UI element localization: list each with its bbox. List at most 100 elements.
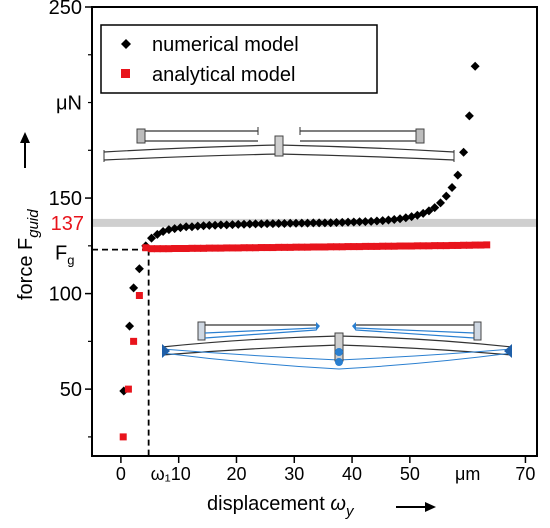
numerical-point-48: [395, 214, 405, 224]
analytical-point-43: [367, 242, 375, 250]
y-axis-arrow-head: [20, 132, 30, 143]
numerical-point-28: [279, 218, 289, 228]
analytical-point-32: [304, 243, 312, 251]
analytical-point-41: [356, 243, 364, 251]
numerical-point-44: [372, 216, 382, 226]
numerical-point-39: [343, 217, 353, 227]
analytical-point-23: [252, 244, 260, 252]
y-axis-title-sub: guid: [25, 209, 42, 238]
numerical-point-60: [464, 111, 474, 121]
numerical-point-31: [297, 218, 307, 228]
analytical-point-25: [263, 244, 271, 252]
analytical-point-45: [379, 242, 387, 250]
analytical-point-40: [350, 243, 358, 251]
numerical-point-13: [193, 221, 203, 231]
numerical-point-37: [331, 218, 341, 228]
analytical-point-4: [142, 244, 150, 252]
x-tick-label-3: 30: [284, 464, 304, 484]
numerical-point-26: [268, 219, 278, 229]
numerical-point-40: [349, 217, 359, 227]
numerical-point-43: [366, 216, 376, 226]
y-tick-label-0: 50: [60, 379, 82, 401]
analytical-point-50: [408, 242, 416, 250]
analytical-point-27: [275, 243, 283, 251]
analytical-point-46: [384, 242, 392, 250]
analytical-point-30: [292, 243, 300, 251]
analytical-point-36: [327, 243, 335, 251]
analytical-point-52: [419, 242, 427, 250]
numerical-point-17: [216, 220, 226, 230]
numerical-point-19: [227, 220, 237, 230]
numerical-point-14: [199, 221, 209, 231]
numerical-point-1: [125, 321, 135, 331]
analytical-point-39: [344, 243, 352, 251]
numerical-point-38: [337, 217, 347, 227]
numerical-point-29: [285, 218, 295, 228]
legend-label-numerical: numerical model: [152, 34, 299, 56]
numerical-point-9: [170, 224, 180, 234]
numerical-point-20: [233, 219, 243, 229]
analytical-point-1: [124, 385, 132, 393]
analytical-point-24: [257, 244, 265, 252]
analytical-point-6: [153, 245, 161, 253]
y-axis-title-text: force F: [15, 238, 37, 300]
numerical-point-23: [251, 219, 261, 229]
analytical-point-34: [315, 243, 323, 251]
legend: numerical model analytical model: [100, 24, 378, 94]
analytical-point-8: [165, 245, 173, 253]
analytical-point-35: [321, 243, 329, 251]
legend-marker-numerical: [121, 39, 131, 49]
x-tick-label-1: ω₁10: [151, 464, 191, 484]
analytical-point-58: [454, 241, 462, 249]
x-tick-label-0: 0: [116, 464, 126, 484]
numerical-point-22: [245, 219, 255, 229]
numerical-point-30: [291, 218, 301, 228]
numerical-point-45: [378, 216, 388, 226]
numerical-point-46: [383, 215, 393, 225]
numerical-point-12: [187, 222, 197, 232]
y-tick-label-1: 100: [49, 284, 82, 306]
svg-text:force Fguid: force Fguid: [15, 209, 42, 300]
reference-line-label: 137: [51, 213, 84, 235]
analytical-point-14: [200, 244, 208, 252]
analytical-point-12: [188, 244, 196, 252]
analytical-point-17: [217, 244, 225, 252]
analytical-point-47: [390, 242, 398, 250]
analytical-point-19: [228, 244, 236, 252]
fg-label: Fg: [55, 243, 74, 268]
numerical-point-32: [303, 218, 313, 228]
analytical-point-53: [425, 242, 433, 250]
analytical-point-20: [234, 244, 242, 252]
analytical-point-26: [269, 244, 277, 252]
analytical-point-59: [460, 241, 468, 249]
analytical-point-42: [361, 242, 369, 250]
analytical-point-62: [477, 241, 485, 249]
x-tick-label-2: 20: [226, 464, 246, 484]
analytical-point-31: [298, 243, 306, 251]
numerical-point-3: [134, 264, 144, 274]
numerical-point-16: [210, 220, 220, 230]
numerical-point-18: [222, 220, 232, 230]
numerical-point-2: [129, 283, 139, 293]
numerical-point-5: [147, 233, 157, 243]
analytical-point-10: [176, 245, 184, 253]
numerical-point-47: [389, 214, 399, 224]
numerical-point-0: [119, 386, 129, 396]
analytical-point-0: [119, 433, 127, 441]
analytical-point-55: [436, 242, 444, 250]
y-unit-label: μN: [56, 93, 82, 115]
analytical-point-38: [338, 243, 346, 251]
analytical-point-29: [286, 243, 294, 251]
analytical-point-15: [205, 244, 213, 252]
analytical-point-33: [309, 243, 317, 251]
analytical-point-56: [442, 242, 450, 250]
x-unit-label: μm: [455, 464, 480, 484]
legend-marker-analytical: [121, 69, 130, 78]
numerical-point-61: [470, 61, 480, 71]
numerical-point-33: [308, 218, 318, 228]
analytical-point-13: [194, 244, 202, 252]
analytical-point-37: [332, 243, 340, 251]
numerical-point-10: [175, 223, 185, 233]
legend-label-analytical: analytical model: [152, 64, 295, 86]
